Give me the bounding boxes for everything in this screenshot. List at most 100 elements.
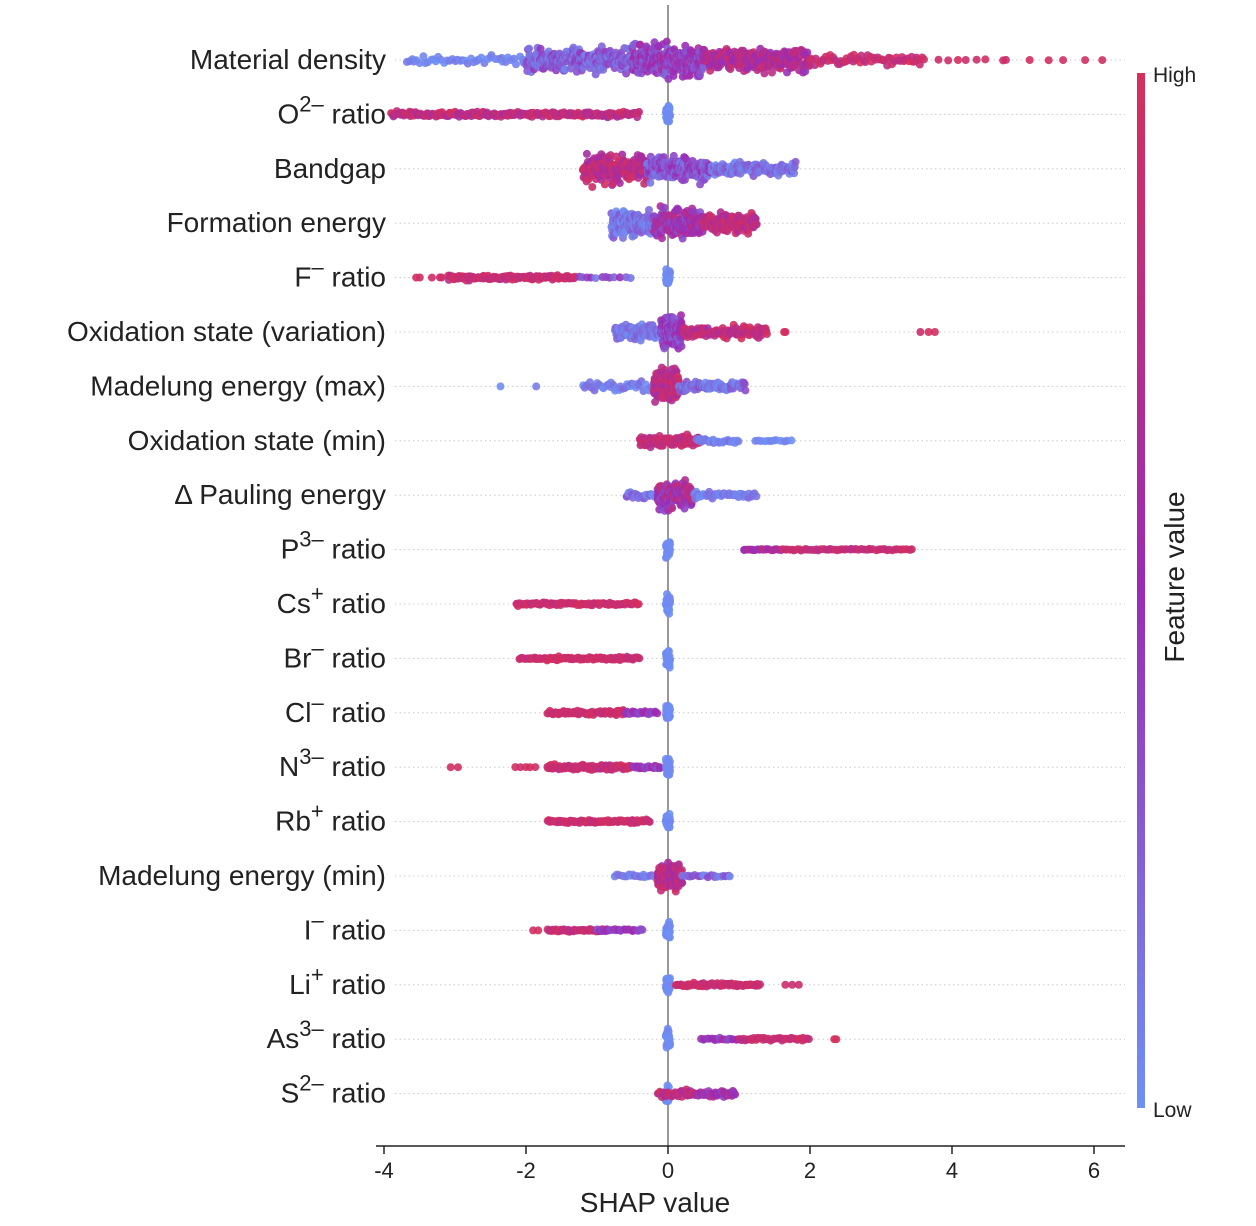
shap-point: [427, 273, 436, 282]
feature-label: I– ratio: [304, 907, 386, 945]
x-tick-label: -4: [374, 1158, 394, 1183]
shap-point: [781, 328, 790, 336]
shap-point: [666, 712, 674, 721]
feature-label: Madelung energy (min): [98, 860, 386, 891]
shap-point: [1025, 56, 1034, 64]
colorbar-title: Feature value: [1159, 491, 1190, 662]
shap-point: [525, 44, 534, 53]
x-tick-label: -2: [516, 1158, 536, 1183]
shap-point: [680, 504, 689, 513]
colorbar-low-label: Low: [1153, 1099, 1192, 1122]
shap-point: [666, 545, 674, 554]
shap-point: [790, 169, 799, 178]
feature-label: Oxidation state (variation): [67, 316, 386, 347]
shap-point: [832, 1035, 841, 1044]
shap-point: [531, 763, 540, 772]
shap-point: [666, 817, 674, 826]
shap-point: [674, 376, 683, 385]
feature-label: Formation energy: [167, 207, 386, 238]
shap-point: [972, 55, 981, 64]
row-guidelines: [395, 59, 1125, 1095]
feature-label: Bandgap: [274, 153, 386, 184]
x-tick-label: 2: [804, 1158, 816, 1183]
shap-point: [454, 763, 462, 772]
shap-point: [752, 492, 761, 501]
feature-label: Madelung energy (max): [90, 370, 386, 401]
shap-point: [534, 926, 543, 935]
shap-point: [954, 56, 962, 64]
shap-point: [677, 342, 686, 351]
shap-point: [668, 504, 677, 513]
feature-label: N3– ratio: [279, 744, 386, 782]
shap-point: [437, 273, 446, 282]
x-axis-label: SHAP value: [580, 1187, 730, 1218]
shap-point: [636, 40, 645, 49]
shap-point: [666, 656, 674, 664]
feature-label: F– ratio: [294, 255, 386, 293]
shap-point: [924, 328, 933, 336]
feature-labels: Material density O2– ratio Bandgap Formatio…: [67, 44, 386, 1109]
shap-point: [666, 597, 675, 606]
shap-point: [916, 328, 925, 336]
shap-point: [752, 220, 761, 229]
feature-label: Δ Pauling energy: [174, 479, 386, 510]
shap-point: [646, 178, 655, 187]
shap-point: [635, 654, 644, 663]
shap-point: [588, 183, 597, 191]
shap-point: [666, 766, 674, 775]
feature-label: Material density: [190, 44, 386, 75]
shap-point: [762, 330, 771, 339]
shap-point: [610, 273, 619, 282]
shap-point: [666, 974, 674, 983]
shap-point: [1001, 55, 1010, 64]
shap-point: [787, 436, 796, 445]
shap-point: [415, 273, 424, 282]
shap-point: [678, 878, 687, 887]
shap-point: [920, 55, 928, 64]
shap-point: [803, 48, 812, 57]
shap-point: [665, 757, 674, 766]
shap-point: [731, 1090, 740, 1099]
shap-point: [907, 545, 916, 554]
shap-point: [512, 60, 520, 69]
shap-point: [1098, 56, 1107, 65]
shap-point: [740, 380, 749, 389]
shap-point: [645, 817, 654, 826]
shap-point: [1059, 56, 1068, 65]
shap-point: [804, 1035, 813, 1044]
shap-point: [415, 59, 424, 68]
feature-label: Rb+ ratio: [275, 799, 386, 837]
shap-point: [653, 709, 662, 718]
shap-point: [634, 600, 643, 609]
shap-point: [638, 925, 647, 934]
shap-point: [615, 179, 624, 188]
x-axis: -4 -2 0 2 4 6: [374, 1145, 1125, 1183]
x-tick-label: 6: [1088, 1158, 1100, 1183]
shap-point: [616, 273, 624, 282]
shap-point: [591, 274, 600, 283]
feature-label: Li+ ratio: [289, 962, 386, 1000]
feature-label: P3– ratio: [281, 527, 386, 565]
shap-point: [536, 44, 545, 53]
colorbar: High Low Feature value: [1137, 64, 1196, 1122]
shap-point: [662, 37, 671, 46]
shap-point: [666, 1039, 674, 1048]
feature-label: O2– ratio: [277, 91, 386, 129]
shap-point: [446, 763, 455, 772]
shap-point: [665, 104, 674, 113]
shap-point: [768, 68, 776, 77]
colorbar-gradient: [1137, 73, 1145, 1108]
shap-point: [1081, 56, 1090, 65]
shap-point: [496, 382, 505, 391]
shap-point: [666, 112, 674, 121]
shap-point: [934, 55, 943, 64]
shap-point: [861, 58, 870, 66]
shap-point: [645, 206, 653, 214]
shap-point: [944, 56, 953, 65]
shap-point: [930, 328, 939, 336]
shap-point: [741, 386, 750, 395]
shap-point: [660, 203, 669, 212]
shap-point: [677, 311, 685, 320]
shap-point: [756, 980, 764, 989]
